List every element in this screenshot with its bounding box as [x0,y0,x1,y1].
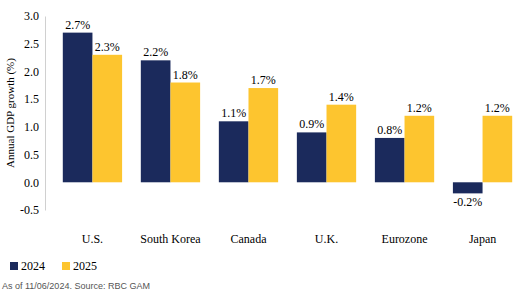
bars [63,33,512,194]
legend-swatch [10,262,18,270]
legend: 2024 2025 [10,259,97,273]
data-label: 1.7% [251,73,276,87]
y-tick: 1.0 [24,120,45,134]
x-tick-label: Canada [230,232,267,246]
data-label: 2.2% [143,45,168,59]
bar [405,116,435,183]
x-tick: South Korea [140,232,201,246]
data-label: 1.4% [329,90,354,104]
bar [248,88,278,182]
y-tick-label: 2.0 [24,65,39,79]
y-tick-label: 1.5 [24,92,39,106]
data-labels: 2.7% 2.2% 1.1% 0.9% 0.8% -0.2% 2.3% 1.8% 1.7% 1.4… [65,18,510,210]
chart: -0.5 0.0 0.5 1.0 1.5 2.0 2.5 3.0 U.S. South Korea… [0,0,523,296]
x-tick: U.S. [82,232,103,246]
y-tick-label: 0.5 [24,148,39,162]
x-tick-label: U.K. [315,232,338,246]
bar [63,33,93,183]
data-label: 1.2% [407,101,432,115]
data-label: -0.2% [453,195,482,209]
y-tick: 2.0 [24,65,45,79]
x-tick: Canada [230,232,267,246]
x-tick-label: Eurozone [382,232,428,246]
bar [327,105,357,183]
bar [141,60,171,182]
data-label: 1.8% [173,68,198,82]
x-tick: Japan [469,232,496,246]
y-tick-label: 2.5 [24,37,39,51]
legend-item: 2025 [62,259,97,273]
y-tick-label: -0.5 [20,203,39,217]
y-tick: 0.0 [24,176,45,190]
y-tick-label: 3.0 [24,9,39,23]
y-tick: 1.5 [24,92,45,106]
data-label: 0.9% [299,117,324,131]
y-axis: -0.5 0.0 0.5 1.0 1.5 2.0 2.5 3.0 [20,9,46,217]
data-label: 0.8% [377,123,402,137]
bar [92,55,122,182]
legend-label: 2025 [73,259,97,273]
y-axis-line [45,17,46,211]
x-tick: U.K. [315,232,338,246]
bar [219,121,249,182]
y-tick: 3.0 [24,9,45,23]
y-tick-label: 1.0 [24,120,39,134]
bar [453,182,483,193]
data-label: 2.7% [65,18,90,32]
x-tick-label: U.S. [82,232,103,246]
data-label: 1.1% [221,106,246,120]
data-label: 2.3% [95,40,120,54]
bar [375,138,405,182]
bar [297,132,327,182]
bar [170,83,200,183]
bar [483,116,513,183]
x-tick: Eurozone [382,232,428,246]
x-tick-label: Japan [469,232,496,246]
legend-item: 2024 [10,259,45,273]
y-tick: 0.5 [24,148,45,162]
y-tick-label: 0.0 [24,176,39,190]
x-axis: U.S. South Korea Canada U.K. Eurozone Japan [82,232,496,246]
source-note: As of 11/06/2024. Source: RBC GAM [2,281,150,291]
y-tick: 2.5 [24,37,45,51]
y-tick: -0.5 [20,203,45,217]
legend-label: 2024 [21,259,45,273]
data-label: 1.2% [485,101,510,115]
legend-swatch [62,262,70,270]
x-tick-label: South Korea [140,232,201,246]
y-axis-title: Annual GDP growth (%) [4,58,17,168]
